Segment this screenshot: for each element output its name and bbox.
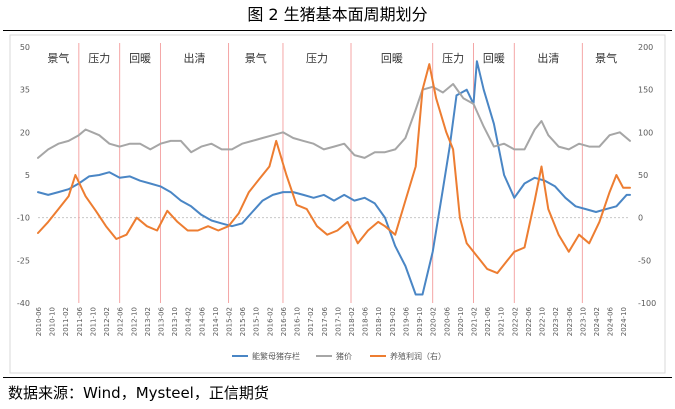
x-tick-label: 2018-02: [348, 307, 356, 336]
source-rule: [3, 377, 672, 378]
y-left-tick-label: 20: [20, 128, 30, 137]
phase-label: 回暖: [483, 52, 505, 65]
series-line-2: [37, 83, 631, 159]
y-left-tick-label: -10: [17, 214, 30, 223]
x-tick-label: 2023-06: [566, 306, 574, 336]
x-tick-label: 2012-10: [130, 307, 138, 336]
x-tick-label: 2015-10: [253, 307, 261, 336]
phase-label: 压力: [442, 52, 464, 65]
x-tick-label: 2017-10: [334, 307, 342, 336]
y-left-tick-label: 5: [25, 171, 30, 180]
phase-label: 回暖: [129, 52, 151, 65]
legend-label-3: 养殖利润（右）: [390, 351, 446, 361]
x-tick-label: 2022-02: [511, 307, 519, 336]
x-tick-label: 2013-02: [144, 307, 152, 336]
y-left-tick-label: -40: [17, 299, 30, 308]
x-tick-label: 2022-06: [525, 306, 533, 336]
x-tick-label: 2010-10: [49, 307, 57, 336]
y-left-tick-label: 35: [20, 86, 30, 95]
phase-label: 压力: [88, 52, 110, 65]
x-tick-label: 2022-10: [539, 307, 547, 336]
title-rule: [3, 30, 672, 31]
x-tick-label: 2016-06: [280, 306, 288, 336]
y-left-tick-label: 50: [20, 43, 30, 52]
x-tick-label: 2010-06: [35, 306, 43, 336]
data-source-note: 数据来源：Wind，Mysteel，正信期货: [8, 384, 269, 402]
x-tick-label: 2019-02: [389, 307, 397, 336]
x-tick-label: 2012-06: [117, 306, 125, 336]
phase-label: 景气: [47, 51, 69, 65]
x-tick-label: 2019-10: [416, 307, 424, 336]
x-tick-label: 2020-10: [457, 307, 465, 336]
phase-label: 出清: [184, 51, 206, 65]
x-tick-label: 2020-06: [443, 306, 451, 336]
x-tick-label: 2015-06: [239, 306, 247, 336]
y-right-tick-label: 100: [638, 128, 653, 137]
figure-title: 图 2 生猪基本面周期划分: [247, 5, 428, 24]
x-tick-label: 2017-06: [321, 306, 329, 336]
x-tick-label: 2018-06: [362, 306, 370, 336]
phase-label: 回暖: [381, 52, 403, 65]
phase-label: 景气: [595, 51, 617, 65]
x-tick-label: 2013-06: [157, 306, 165, 336]
x-tick-label: 2024-10: [620, 307, 628, 336]
x-tick-label: 2021-10: [498, 307, 506, 336]
y-right-tick-label: 200: [638, 43, 653, 52]
x-tick-label: 2024-02: [593, 307, 601, 336]
x-tick-label: 2014-06: [198, 306, 206, 336]
y-right-tick-label: -50: [638, 256, 651, 265]
x-tick-label: 2021-02: [470, 307, 478, 336]
x-tick-label: 2014-10: [212, 307, 220, 336]
series-layer: [37, 60, 631, 296]
x-tick-label: 2021-06: [484, 306, 492, 336]
x-tick-label: 2018-10: [375, 307, 383, 336]
phase-label: 压力: [306, 52, 328, 65]
x-tick-label: 2016-02: [266, 307, 274, 336]
y-right-tick-label: 0: [638, 214, 643, 223]
x-tick-label: 2023-10: [579, 307, 587, 336]
y-left-tick-label: -25: [17, 256, 30, 265]
x-tick-label: 2013-10: [171, 307, 179, 336]
series-line-3: [37, 63, 631, 275]
series-line-1: [37, 60, 631, 296]
legend: 能繁母猪存栏 猪价 养殖利润（右）: [232, 351, 446, 361]
legend-label-2: 猪价: [336, 351, 352, 361]
y-right-tick-label: -100: [638, 299, 656, 308]
x-tick-label: 2020-02: [430, 307, 438, 336]
x-tick-label: 2011-10: [89, 307, 97, 336]
pig-cycle-chart: 景气 压力 回暖 出清 景气 压力 回暖 压力 回暖 出清 景气 -40-25-105203550-…: [9, 34, 666, 374]
x-tick-label: 2017-02: [307, 307, 315, 336]
phase-label: 出清: [537, 51, 559, 65]
x-tick-label: 2019-06: [402, 306, 410, 336]
axis-layer: -40 -25 -10 5 20 35 50 -100 -50 0 50 100 150 200 2010-…: [17, 43, 656, 336]
y-right-tick-label: 50: [638, 171, 648, 180]
x-tick-label: 2011-06: [76, 306, 84, 336]
x-tick-label: 2024-06: [607, 306, 615, 336]
x-tick-label: 2012-02: [103, 307, 111, 336]
x-tick-label: 2011-02: [62, 307, 70, 336]
legend-label-1: 能繁母猪存栏: [252, 351, 300, 361]
y-right-tick-label: 150: [638, 86, 653, 95]
x-tick-label: 2015-02: [226, 307, 234, 336]
x-tick-label: 2023-02: [552, 307, 560, 336]
x-tick-label: 2016-10: [294, 307, 302, 336]
phase-layer: 景气 压力 回暖 出清 景气 压力 回暖 压力 回暖 出清 景气: [47, 43, 617, 303]
x-tick-label: 2014-02: [185, 307, 193, 336]
phase-label: 景气: [245, 51, 267, 65]
